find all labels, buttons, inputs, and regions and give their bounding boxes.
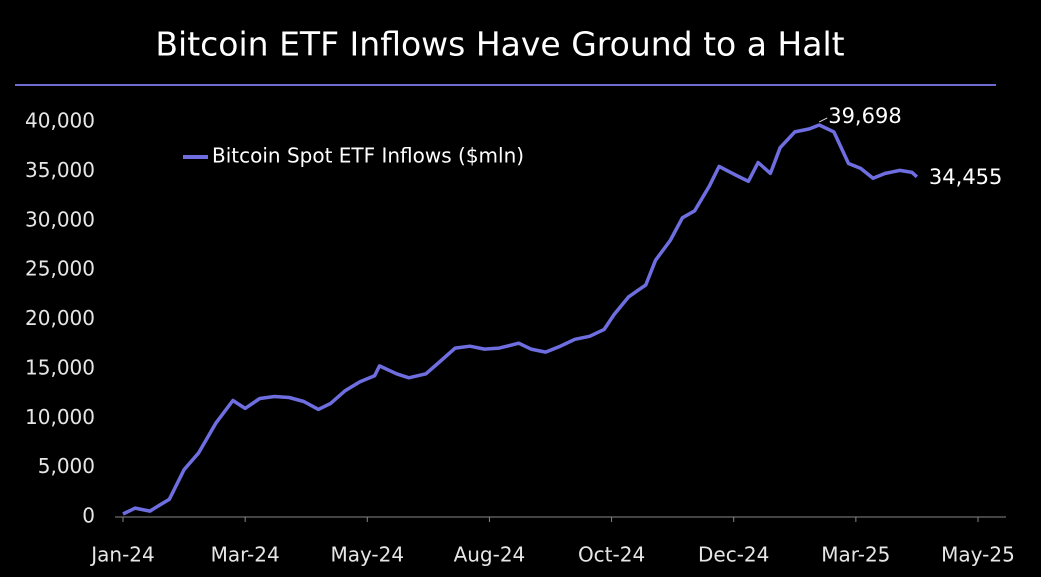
y-tick-label: 5,000 — [38, 454, 95, 478]
x-tick-label: Mar-25 — [821, 543, 890, 567]
x-tick-label: Mar-24 — [211, 543, 280, 567]
y-tick-label: 20,000 — [25, 306, 95, 330]
y-tick-label: 0 — [82, 504, 95, 528]
data-line — [122, 123, 919, 516]
x-tick-label: Dec-24 — [698, 543, 769, 567]
data-label: 34,455 — [929, 165, 1002, 189]
y-tick-label: 40,000 — [25, 109, 95, 133]
data-label: 39,698 — [828, 104, 901, 128]
y-tick-label: 15,000 — [25, 355, 95, 379]
chart-title: Bitcoin ETF Inflows Have Ground to a Hal… — [155, 25, 844, 64]
x-tick-label: May-24 — [330, 543, 404, 567]
x-tick-label: May-25 — [941, 543, 1015, 567]
x-tick-label: Aug-24 — [454, 543, 526, 567]
label-leader — [818, 117, 828, 123]
legend-label: Bitcoin Spot ETF Inflows ($mln) — [212, 144, 524, 168]
y-tick-label: 25,000 — [25, 257, 95, 281]
y-tick-label: 10,000 — [25, 405, 95, 429]
y-tick-label: 30,000 — [25, 207, 95, 231]
x-tick-label: Jan-24 — [89, 543, 155, 567]
y-tick-label: 35,000 — [25, 158, 95, 182]
x-tick-label: Oct-24 — [578, 543, 645, 567]
